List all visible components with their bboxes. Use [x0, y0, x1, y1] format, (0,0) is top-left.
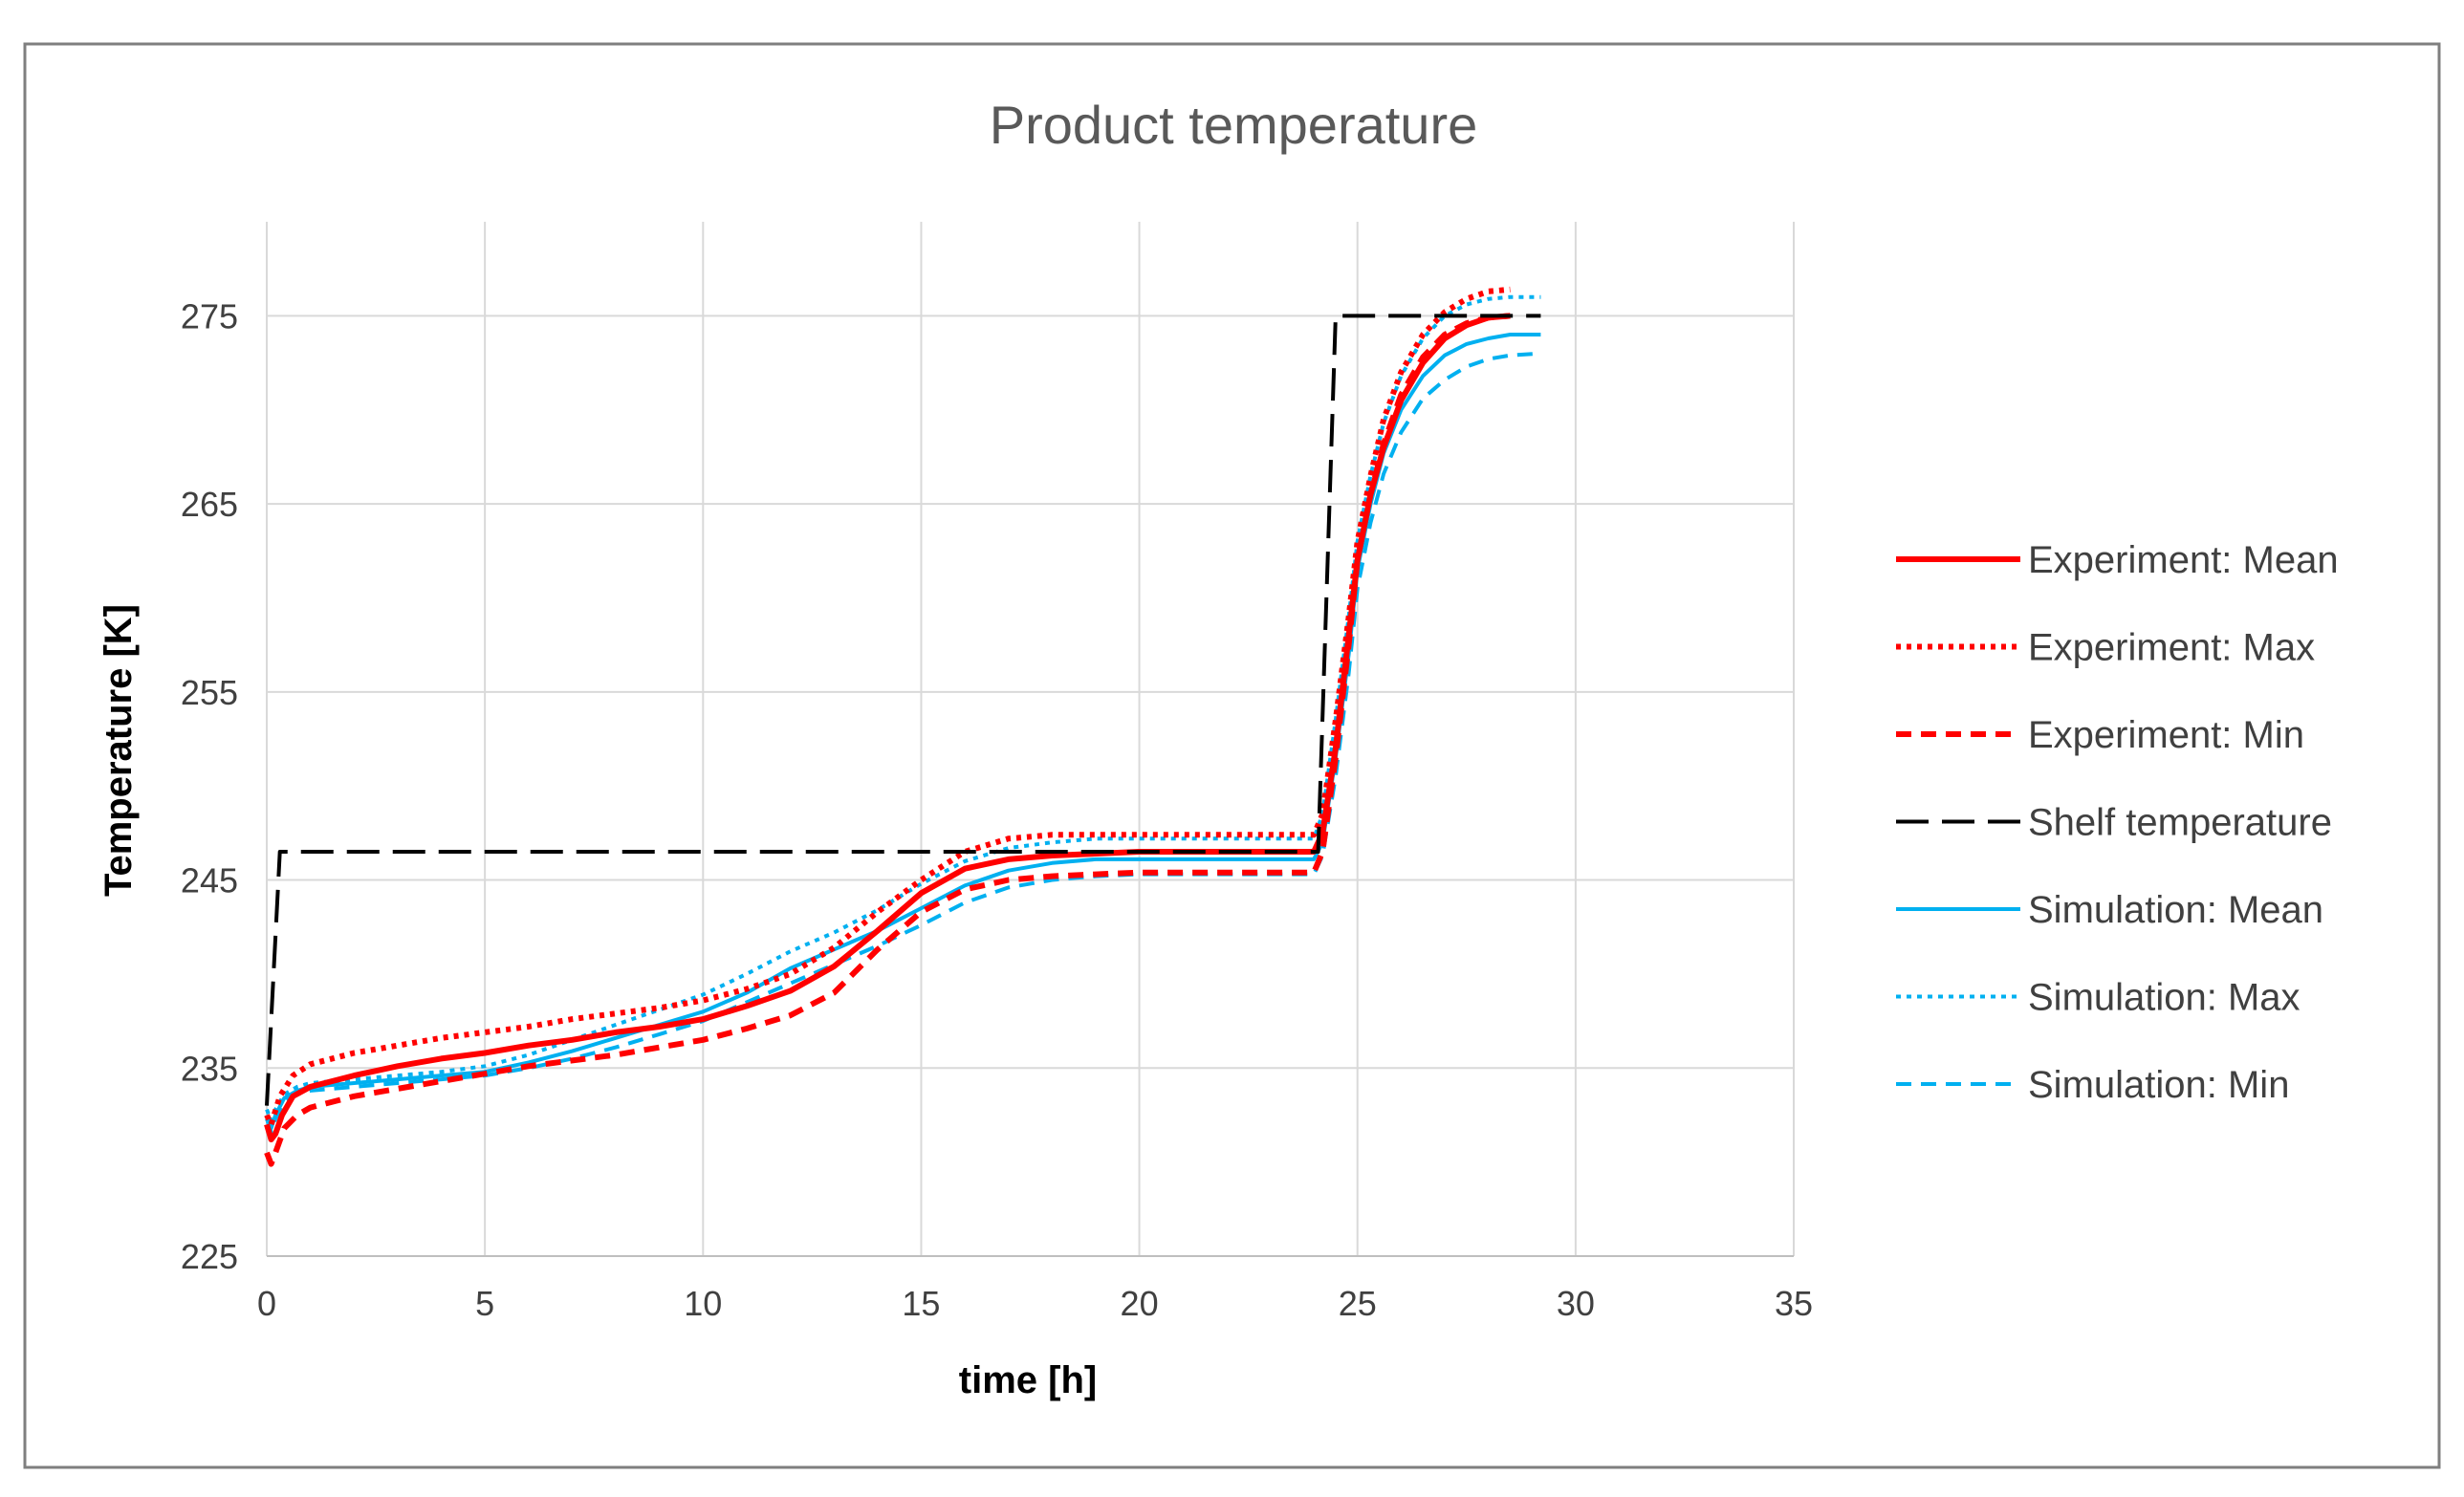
legend-label-shelf-temperature: Shelf temperature [2028, 802, 2332, 844]
legend-label-experiment-mean: Experiment: Mean [2028, 539, 2339, 581]
x-tick-label: 35 [1775, 1284, 1813, 1323]
chart-border [23, 42, 2441, 1469]
x-tick-label: 30 [1557, 1284, 1595, 1323]
x-tick-label: 5 [475, 1284, 494, 1323]
series-layer [264, 286, 1541, 1167]
x-axis-label: time [h] [959, 1359, 1097, 1401]
series-line-shelf-temperature [265, 314, 1541, 1106]
y-tick-label: 245 [181, 861, 238, 900]
y-tick-label: 265 [181, 485, 238, 524]
series-line-experiment-mean [264, 313, 1511, 1142]
x-tick-label: 20 [1121, 1284, 1159, 1323]
y-tick-label: 275 [181, 296, 238, 336]
chart-title: Product temperature [990, 95, 1477, 155]
legend-label-simulation-mean: Simulation: Mean [2028, 889, 2323, 931]
x-tick-label: 10 [684, 1284, 722, 1323]
legend-label-experiment-max: Experiment: Max [2028, 627, 2315, 669]
y-axis-ticks: 225 235 245 255 265 275 [181, 296, 238, 1276]
y-tick-label: 255 [181, 673, 238, 712]
x-tick-label: 15 [902, 1284, 940, 1323]
y-tick-label: 235 [181, 1049, 238, 1088]
legend-label-simulation-min: Simulation: Min [2028, 1064, 2289, 1106]
series-line-experiment-min [264, 313, 1511, 1167]
x-tick-label: 25 [1339, 1284, 1377, 1323]
legend-label-simulation-max: Simulation: Max [2028, 977, 2300, 1019]
legend: Experiment: Mean Experiment: Max Experimen… [1896, 539, 2339, 1106]
y-tick-label: 225 [181, 1237, 238, 1276]
y-axis-label: Temperature [K] [98, 604, 140, 897]
series-line-simulation-max [265, 294, 1541, 1123]
x-axis-ticks: 0 5 10 15 20 25 30 35 [257, 1284, 1813, 1323]
legend-label-experiment-min: Experiment: Min [2028, 714, 2304, 756]
series-line-experiment-max [264, 286, 1511, 1128]
x-tick-label: 0 [257, 1284, 276, 1323]
series-line-simulation-min [265, 351, 1541, 1135]
